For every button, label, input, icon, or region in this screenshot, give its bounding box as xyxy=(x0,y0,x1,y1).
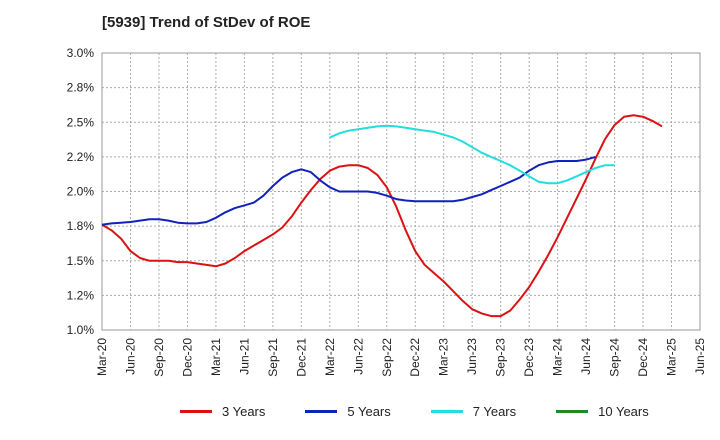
x-tick-label: Jun-21 xyxy=(237,338,251,375)
y-tick-label: 1.0% xyxy=(67,323,95,337)
chart-title: [5939] Trend of StDev of ROE xyxy=(102,14,311,31)
y-tick-label: 2.5% xyxy=(67,115,95,129)
x-tick-label: Mar-20 xyxy=(95,338,109,376)
x-tick-label: Sep-22 xyxy=(380,338,394,377)
legend-label-5-years: 5 Years xyxy=(347,404,391,419)
x-tick-label: Sep-20 xyxy=(152,338,166,377)
legend: 3 Years 5 Years 7 Years 10 Years xyxy=(180,404,649,419)
x-tick-label: Sep-23 xyxy=(494,338,508,377)
legend-item-7-years: 7 Years xyxy=(430,404,517,419)
series-line-5-years xyxy=(101,155,596,226)
x-tick-label: Jun-20 xyxy=(123,338,137,375)
x-tick-label: Jun-22 xyxy=(351,338,365,375)
series-lines xyxy=(101,114,663,318)
legend-label-7-years: 7 Years xyxy=(472,404,517,419)
y-tick-label: 1.2% xyxy=(67,288,95,302)
x-tick-label: Sep-24 xyxy=(608,338,622,377)
x-tick-label: Mar-23 xyxy=(437,338,451,376)
y-axis-ticks: 1.0% 1.2% 1.5% 1.8% 2.0% 2.2% 2.5% 2.8% 3.0% xyxy=(67,46,95,337)
y-tick-label: 2.2% xyxy=(67,150,95,164)
legend-item-3-years: 3 Years xyxy=(180,404,265,419)
x-tick-label: Dec-20 xyxy=(180,338,194,377)
y-tick-label: 1.8% xyxy=(67,219,95,233)
legend-swatch-3-years xyxy=(180,410,212,413)
x-tick-label: Dec-23 xyxy=(522,338,536,377)
legend-item-5-years: 5 Years xyxy=(305,404,391,419)
x-tick-label: Mar-21 xyxy=(209,338,223,376)
y-tick-label: 2.0% xyxy=(67,185,95,199)
series-line-7-years xyxy=(329,124,615,185)
line-chart: 1.0% 1.2% 1.5% 1.8% 2.0% 2.2% 2.5% 2.8% 3.0% Mar… xyxy=(67,46,707,377)
x-tick-label: Sep-21 xyxy=(266,338,280,377)
x-tick-label: Dec-21 xyxy=(294,338,308,377)
y-tick-label: 1.5% xyxy=(67,254,95,268)
x-axis-ticks: Mar-20 Jun-20 Sep-20 Dec-20 Mar-21 Jun-21 Sep-… xyxy=(95,338,707,377)
legend-item-10-years: 10 Years xyxy=(556,404,649,419)
legend-label-3-years: 3 Years xyxy=(222,404,266,419)
legend-swatch-7-years xyxy=(430,410,463,413)
y-tick-label: 2.8% xyxy=(67,81,95,95)
legend-label-10-years: 10 Years xyxy=(598,404,649,419)
x-tick-label: Jun-24 xyxy=(579,338,593,375)
x-tick-label: Dec-24 xyxy=(636,338,650,377)
x-tick-label: Mar-25 xyxy=(665,338,679,376)
x-tick-label: Mar-22 xyxy=(323,338,337,376)
y-tick-label: 3.0% xyxy=(67,46,95,60)
series-line-3-years xyxy=(101,114,663,318)
x-tick-label: Jun-25 xyxy=(693,338,707,375)
legend-swatch-10-years xyxy=(556,410,589,413)
x-tick-label: Jun-23 xyxy=(465,338,479,375)
legend-swatch-5-years xyxy=(305,410,338,413)
x-tick-label: Mar-24 xyxy=(551,338,565,376)
x-tick-label: Dec-22 xyxy=(408,338,422,377)
